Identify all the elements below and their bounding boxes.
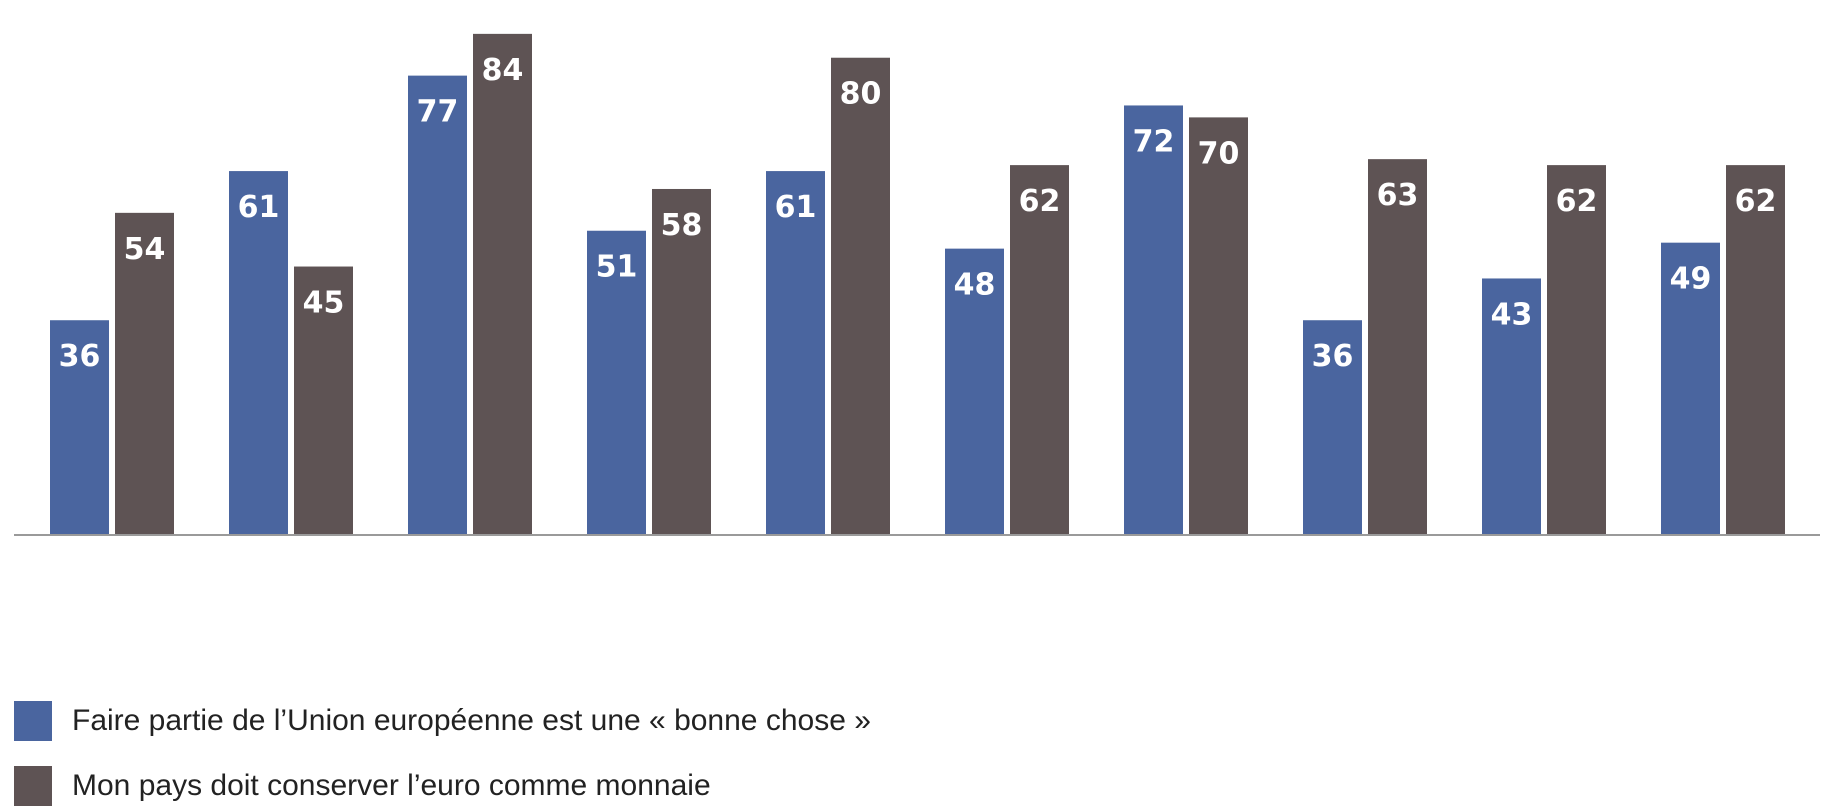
bar-si-series-1 <box>1303 320 1362 535</box>
legend-label: Mon pays doit conserver l’euro comme mon… <box>72 769 711 802</box>
bar-lt-series-1 <box>229 171 288 536</box>
data-label: 62 <box>1019 184 1061 219</box>
bar-chart: 36 54 61 45 77 84 51 58 61 80 48 62 72 70 36 63 43 62 49 62… <box>14 33 1820 536</box>
data-label: 36 <box>59 339 101 374</box>
bar-lu-series-2 <box>473 33 532 535</box>
legend-swatch-brown <box>14 766 52 806</box>
data-label: 54 <box>124 232 166 267</box>
data-label: 43 <box>1491 297 1533 332</box>
bar-lv-series-1 <box>587 230 646 535</box>
bar-lt-series-2 <box>294 266 353 535</box>
bar-sk-series-1 <box>1482 278 1541 535</box>
bar-sk-series-2 <box>1547 165 1606 535</box>
bar-nl-series-1 <box>945 248 1004 536</box>
bar-mt-series-1 <box>766 171 825 536</box>
data-label: 77 <box>417 95 459 130</box>
data-label: 84 <box>482 53 524 88</box>
bar-mt-series-2 <box>831 57 890 536</box>
data-label: 49 <box>1670 262 1712 297</box>
data-label: 58 <box>661 208 703 243</box>
bar-eu-series-2 <box>1726 165 1785 535</box>
bar-si-series-2 <box>1368 159 1427 536</box>
bar-pt-series-1 <box>1124 105 1183 536</box>
bar-pt-series-2 <box>1189 117 1248 536</box>
data-label: 70 <box>1198 136 1240 171</box>
data-label: 62 <box>1735 184 1777 219</box>
bar-it-series-1 <box>50 320 109 535</box>
data-label: 36 <box>1312 339 1354 374</box>
data-label: 72 <box>1133 124 1175 159</box>
legend-item-good-thing: Faire partie de l’Union européenne est u… <box>14 700 871 742</box>
legend-swatch-blue <box>14 701 52 741</box>
data-label: 61 <box>238 190 280 225</box>
data-label: 62 <box>1556 184 1598 219</box>
bar-lv-series-2 <box>652 188 711 535</box>
bar-eu-series-1 <box>1661 242 1720 535</box>
legend-label: Faire partie de l’Union européenne est u… <box>72 704 871 737</box>
bar-it-series-2 <box>115 212 174 535</box>
bar-lu-series-1 <box>408 75 467 535</box>
data-label: 63 <box>1377 178 1419 213</box>
data-label: 51 <box>596 250 638 285</box>
legend-item-keep-euro: Mon pays doit conserver l’euro comme mon… <box>14 765 711 807</box>
data-label: 45 <box>303 286 345 321</box>
data-label: 80 <box>840 77 882 112</box>
data-label: 61 <box>775 190 817 225</box>
bar-nl-series-2 <box>1010 165 1069 535</box>
data-label: 48 <box>954 268 996 303</box>
